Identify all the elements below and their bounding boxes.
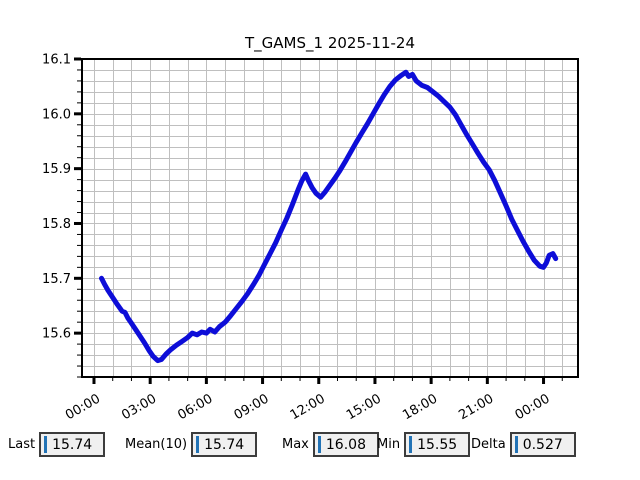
gridlines	[82, 59, 578, 377]
svg-text:16.1: 16.1	[42, 53, 71, 68]
entry-cursor	[514, 436, 518, 453]
svg-text:06:00: 06:00	[175, 391, 215, 423]
stat-last-value: 15.74	[52, 436, 93, 453]
plot-border	[81, 58, 579, 378]
stat-max: Max 16.08	[282, 432, 379, 457]
entry-cursor	[409, 436, 413, 453]
stat-last-entry[interactable]: 15.74	[39, 432, 106, 457]
stats-bar: Last 15.74 Mean(10) 15.74 Max 16.08 Min	[0, 432, 640, 462]
stat-min-value: 15.55	[417, 436, 458, 453]
x-tick-labels: 00:00 03:00 06:00 09:00 12:00 15:00 18:00 21:00…	[63, 391, 552, 423]
svg-text:16.0: 16.0	[42, 107, 71, 122]
series-line	[99, 69, 559, 364]
stat-delta: Delta 0.527	[471, 432, 576, 457]
stat-last: Last 15.74	[8, 432, 106, 457]
y-tick-labels: 16.1 16.0 15.9 15.8 15.7 15.6	[42, 53, 71, 342]
stat-last-label: Last	[8, 437, 36, 452]
svg-text:15.6: 15.6	[42, 327, 71, 342]
entry-cursor	[317, 436, 321, 453]
stat-mean-label: Mean(10)	[125, 437, 188, 452]
stat-max-label: Max	[282, 437, 309, 452]
svg-text:03:00: 03:00	[119, 391, 159, 423]
svg-text:18:00: 18:00	[400, 391, 440, 423]
axis-ticks	[74, 57, 563, 384]
stat-mean-entry[interactable]: 15.74	[191, 432, 258, 457]
svg-text:15:00: 15:00	[344, 391, 384, 423]
svg-text:15.9: 15.9	[42, 162, 71, 177]
stat-delta-entry[interactable]: 0.527	[509, 432, 576, 457]
entry-cursor	[196, 436, 200, 453]
entry-cursor	[44, 436, 48, 453]
svg-text:12:00: 12:00	[288, 391, 328, 423]
chart-canvas: 00:00 03:00 06:00 09:00 12:00 15:00 18:00 21:00…	[42, 53, 579, 423]
svg-text:15.7: 15.7	[42, 272, 71, 287]
svg-text:15.8: 15.8	[42, 217, 71, 232]
svg-text:09:00: 09:00	[232, 391, 272, 423]
stat-max-entry[interactable]: 16.08	[312, 432, 379, 457]
stat-min-label: Min	[377, 437, 401, 452]
chart-title: T_GAMS_1 2025-11-24	[245, 34, 415, 52]
stat-mean: Mean(10) 15.74	[125, 432, 258, 457]
svg-text:00:00: 00:00	[513, 391, 553, 423]
svg-text:21:00: 21:00	[456, 391, 496, 423]
svg-text:00:00: 00:00	[63, 391, 103, 423]
stat-delta-value: 0.527	[522, 436, 563, 453]
stat-max-value: 16.08	[325, 436, 366, 453]
stat-mean-value: 15.74	[204, 436, 245, 453]
stat-min: Min 15.55	[377, 432, 471, 457]
stat-delta-label: Delta	[471, 437, 506, 452]
stat-min-entry[interactable]: 15.55	[404, 432, 471, 457]
